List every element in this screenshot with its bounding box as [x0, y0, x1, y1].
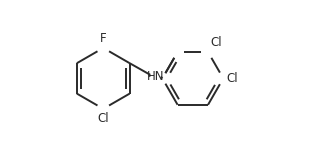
Text: Cl: Cl [226, 72, 238, 85]
Text: F: F [100, 32, 106, 45]
Text: Cl: Cl [211, 36, 222, 49]
Text: Cl: Cl [97, 112, 109, 125]
Text: HN: HN [147, 70, 164, 83]
